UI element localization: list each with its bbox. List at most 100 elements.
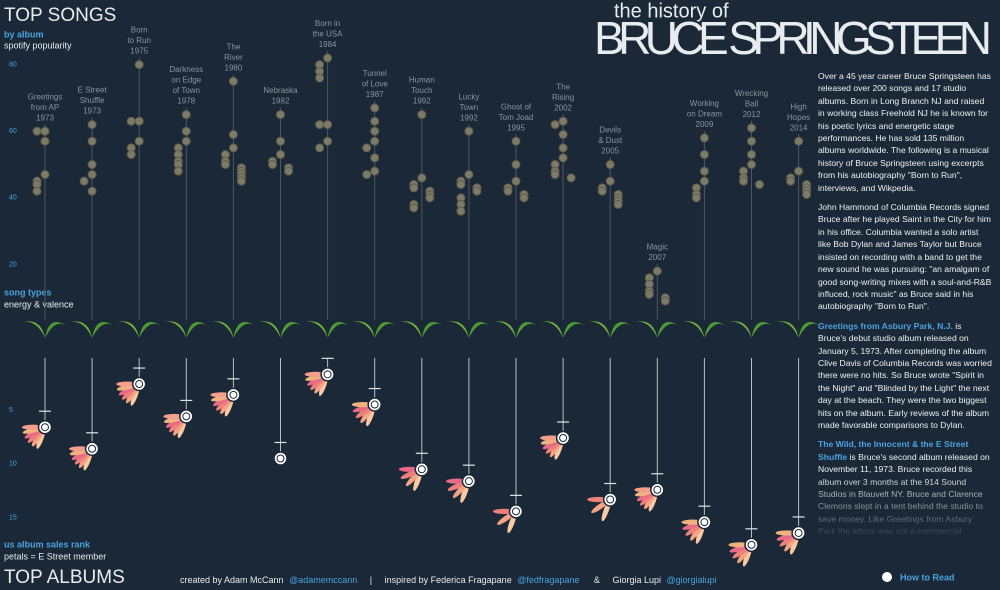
leaf [305, 321, 328, 338]
album-name: of Love [362, 80, 389, 89]
song-dot [370, 116, 380, 126]
song-dot [323, 136, 333, 146]
leaf [446, 321, 469, 338]
credit-handle[interactable]: @fedfragapane [517, 575, 579, 585]
rank-ring [653, 485, 662, 494]
rank-circle [461, 473, 477, 489]
leaf [164, 321, 187, 338]
album-year: 1973 [83, 107, 101, 116]
song-dot [550, 120, 560, 130]
song-dot [362, 170, 372, 180]
leaf [468, 322, 491, 338]
song-dot [370, 126, 380, 136]
rank-circle [37, 419, 53, 435]
song-dot [755, 180, 764, 189]
leaf [258, 321, 281, 338]
y-tick-label: 20 [9, 261, 17, 268]
axis-sublabel: petals = E Street member [4, 551, 106, 561]
album-name: Rising [552, 93, 574, 102]
rank-circle [697, 514, 712, 530]
album-name: the USA [313, 30, 343, 39]
song-dot [456, 180, 466, 189]
album-year: 2014 [790, 123, 808, 132]
how-icon[interactable] [880, 570, 894, 584]
song-dot [794, 136, 804, 146]
song-dot [464, 170, 474, 180]
rank-ring [370, 400, 379, 409]
album-year: 1987 [366, 90, 384, 99]
credit-handle[interactable]: @giorgialupi [667, 575, 717, 585]
leaf [117, 321, 140, 338]
album-name: & Dust [598, 136, 623, 145]
rank-ring [41, 423, 49, 432]
rank-circle [84, 441, 100, 457]
how-to-read[interactable]: How to Read [900, 572, 955, 582]
leaf [494, 321, 516, 338]
album-year: 1978 [177, 97, 195, 106]
song-dot [660, 296, 670, 306]
axis-label: song types [4, 287, 52, 297]
song-dot [456, 206, 466, 216]
song-dot [699, 150, 709, 160]
rank-circle [414, 462, 430, 477]
rank-circle [791, 525, 806, 541]
song-dot [464, 126, 474, 136]
y-tick-label: 60 [9, 128, 17, 135]
leaf [211, 321, 234, 338]
song-dot [370, 166, 380, 176]
leaf [92, 322, 115, 338]
paragraph-text: John Hammond of Columbia Records signed … [818, 202, 992, 312]
song-dot [315, 73, 325, 83]
album-name: High [790, 102, 806, 111]
song-dot [747, 136, 756, 146]
rank-ring [559, 434, 568, 442]
album-name: of Town [173, 86, 200, 95]
album-name: Ball [745, 100, 759, 109]
rank-circle [650, 482, 665, 498]
song-dot [613, 199, 623, 209]
song-dot [362, 143, 372, 153]
rank-ring [606, 495, 615, 504]
paragraph: Greetings from Asbury Park, N.J. is Bruc… [818, 320, 992, 432]
rank-ring [276, 454, 285, 463]
song-dot [228, 76, 238, 86]
song-dot [181, 110, 191, 120]
album-name: Tunnel [363, 69, 387, 78]
song-dot [276, 150, 285, 160]
song-dot [511, 176, 521, 186]
song-dot [87, 170, 97, 180]
main-title: BRUCE SPRINGSTEEN [594, 12, 992, 64]
album-year: 1982 [272, 97, 290, 106]
song-dot [126, 150, 136, 160]
song-dot [87, 136, 97, 146]
fade [818, 470, 992, 542]
rank-ring [700, 518, 709, 527]
rank-circle [602, 492, 618, 507]
leaf [635, 321, 658, 338]
album-name: The [556, 82, 570, 91]
y-tick-label: 5 [9, 407, 13, 414]
leaf [776, 321, 799, 338]
song-dot [276, 136, 285, 146]
rank-circle [744, 537, 759, 553]
song-dot [268, 160, 277, 170]
leaf [729, 321, 752, 338]
credit-handle[interactable]: @adamemccann [289, 575, 357, 585]
album-year: 1975 [130, 47, 148, 56]
song-dot [739, 176, 748, 186]
album-name: on Edge [171, 76, 201, 85]
rank-circle [179, 409, 194, 424]
album-year: 2005 [601, 147, 619, 156]
album-year: 1995 [507, 123, 525, 132]
song-dot [409, 183, 419, 193]
leaf [588, 321, 611, 338]
album-name: E Street [78, 86, 108, 95]
leaf [798, 322, 821, 338]
leaf [280, 322, 303, 338]
album-name: Town [460, 103, 479, 112]
separator: & [594, 575, 600, 585]
rank-ring [323, 370, 332, 379]
album-year: 1992 [413, 97, 431, 106]
song-dot [652, 266, 662, 276]
